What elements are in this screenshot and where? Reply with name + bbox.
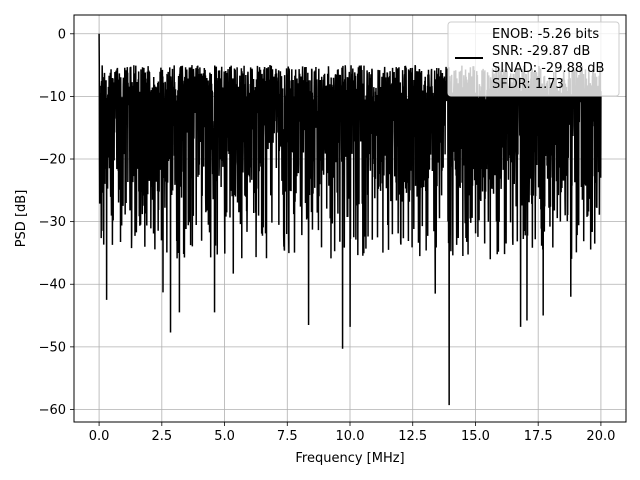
y-tick-label: −30 (39, 215, 66, 230)
y-tick-label: −40 (39, 278, 66, 293)
x-tick-label: 15.0 (461, 429, 490, 444)
x-tick-label: 17.5 (524, 429, 553, 444)
x-tick-label: 0.0 (89, 429, 110, 444)
x-tick-label: 10.0 (336, 429, 365, 444)
x-tick-label: 12.5 (398, 429, 427, 444)
legend-box (447, 21, 620, 97)
y-tick-label: −10 (39, 90, 66, 105)
legend-enob-text: ENOB: -5.26 bits (492, 27, 599, 42)
legend-sinad-text: SINAD: -29.88 dB (492, 61, 604, 76)
y-tick-label: −50 (39, 340, 66, 355)
y-tick-label: 0 (58, 27, 66, 42)
x-axis-label: Frequency [MHz] (295, 451, 404, 466)
legend-snr-text: SNR: -29.87 dB (492, 44, 590, 59)
y-axis-label: PSD [dB] (14, 190, 29, 248)
plot-area (98, 33, 602, 406)
x-tick-label: 2.5 (151, 429, 172, 444)
axis-ticks: 0.0 2.5 5.0 7.5 10.0 12.5 15.0 17.5 20.0 0 −10 −20 −… (39, 27, 616, 444)
legend: ENOB: -5.26 bits SNR: -29.87 dB SINAD: -… (447, 21, 620, 97)
y-tick-label: −60 (39, 403, 66, 418)
x-tick-label: 7.5 (277, 429, 298, 444)
x-tick-label: 5.0 (214, 429, 235, 444)
legend-sfdr-text: SFDR: 1.73 (492, 77, 564, 92)
x-tick-label: 20.0 (586, 429, 615, 444)
y-tick-label: −20 (39, 153, 66, 168)
psd-series-line (98, 33, 602, 406)
